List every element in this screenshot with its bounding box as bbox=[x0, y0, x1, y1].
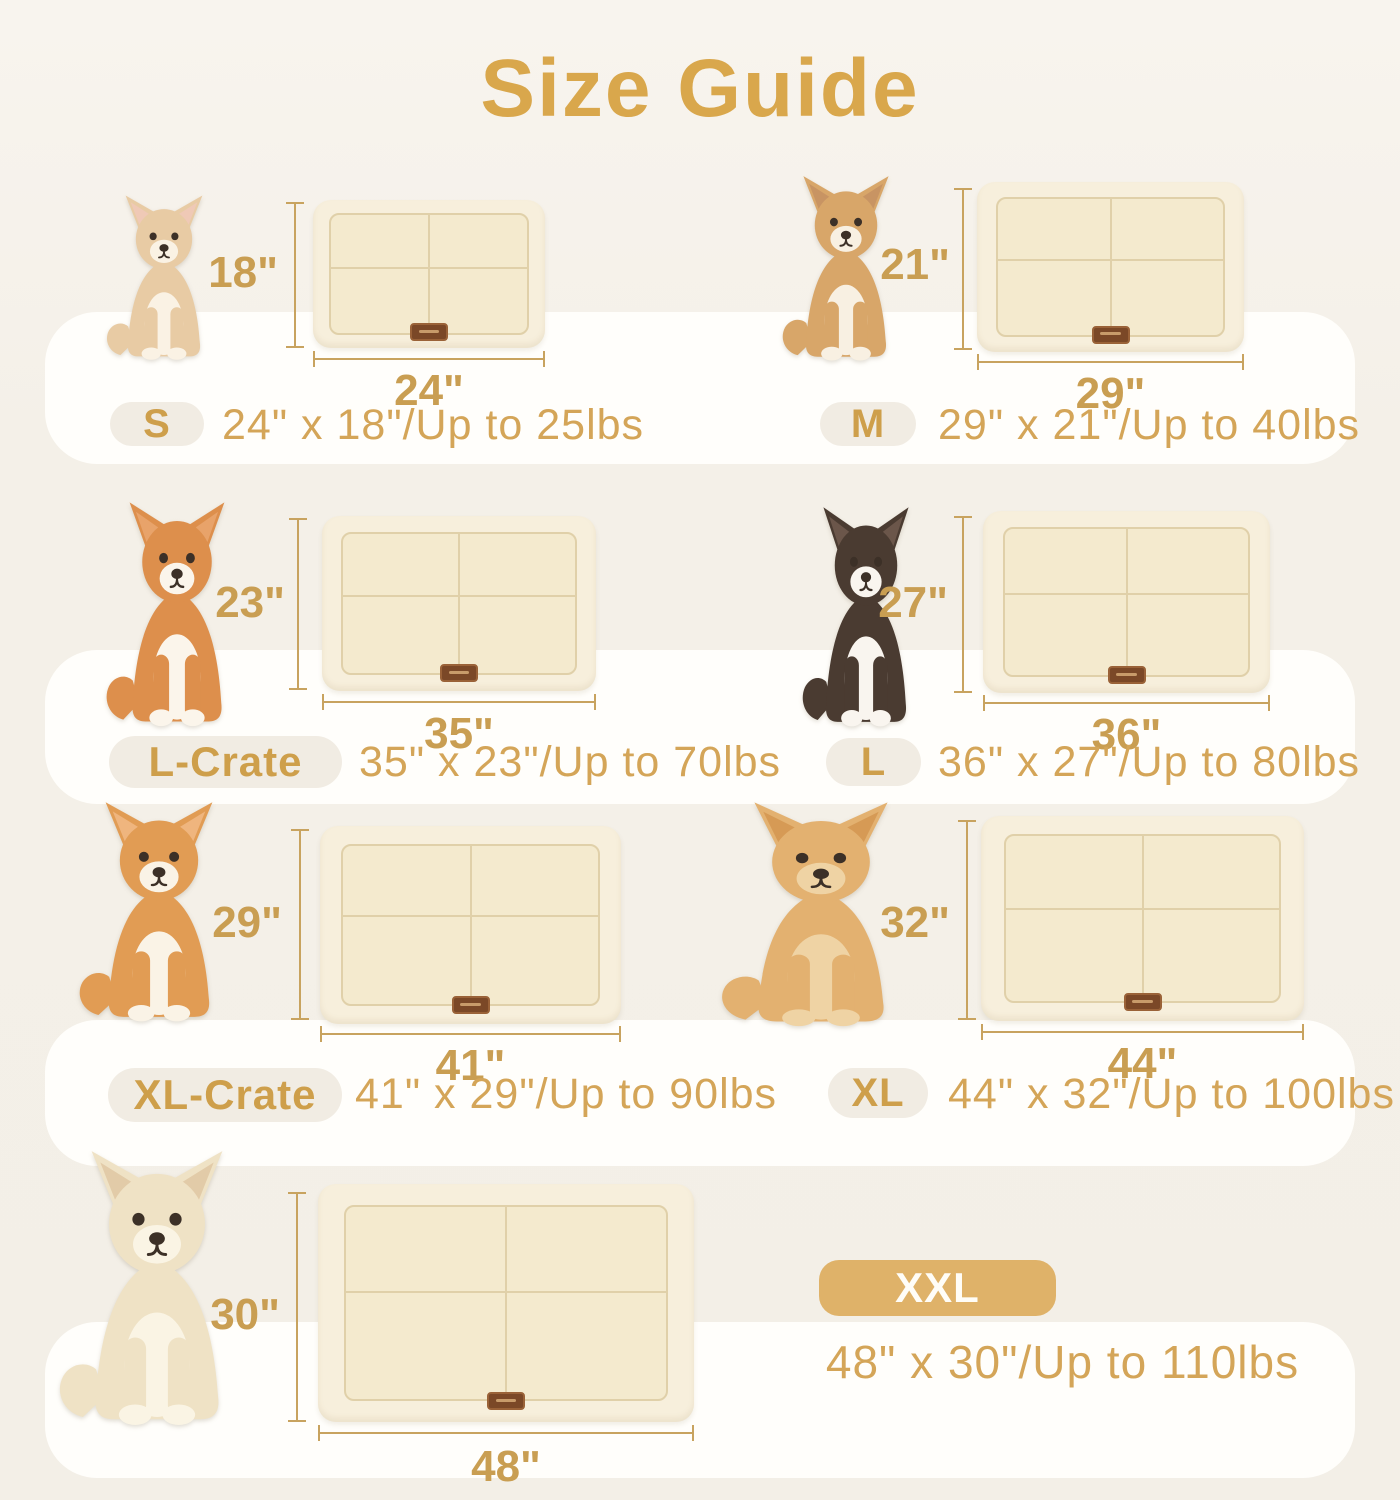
size-badge-l-crate: L-Crate bbox=[109, 736, 342, 788]
mat-seam bbox=[1003, 592, 1250, 595]
mat-height-label: 23" bbox=[215, 578, 285, 627]
width-dimension-line bbox=[981, 1024, 1304, 1040]
mat-width-label: 41" bbox=[435, 1041, 506, 1090]
height-dimension-line bbox=[286, 202, 304, 348]
mat-seam bbox=[458, 531, 460, 676]
width-dimension-line bbox=[313, 351, 545, 367]
width-dimension-line bbox=[983, 695, 1270, 711]
crate-mat-xl bbox=[981, 816, 1304, 1021]
mat-height-label: 21" bbox=[880, 240, 950, 289]
height-dimension-line bbox=[291, 829, 309, 1020]
brand-tag bbox=[487, 1392, 525, 1411]
crate-mat-xl-crate bbox=[320, 826, 621, 1024]
mat-width-label: 29" bbox=[1075, 369, 1146, 418]
height-dimension-line bbox=[954, 188, 972, 350]
size-badge-xl: XL bbox=[828, 1068, 928, 1118]
width-dimension-line bbox=[322, 694, 596, 710]
size-spec-xl: 44" x 32"/Up to 100lbs bbox=[948, 1070, 1395, 1118]
width-dimension-line bbox=[318, 1425, 694, 1441]
mat-height-label: 32" bbox=[880, 898, 950, 947]
crate-mat-l-crate bbox=[322, 516, 596, 691]
brand-tag bbox=[1123, 992, 1162, 1011]
mat-seam bbox=[1125, 527, 1128, 677]
mat-height-label: 18" bbox=[208, 248, 278, 297]
mat-seam bbox=[1141, 834, 1144, 1003]
brand-tag bbox=[440, 664, 478, 683]
mat-seam bbox=[1109, 197, 1112, 337]
mat-seam bbox=[428, 213, 430, 335]
size-spec-s: 24" x 18"/Up to 25lbs bbox=[222, 401, 645, 449]
crate-mat-m bbox=[977, 182, 1244, 352]
mat-seam bbox=[341, 594, 577, 597]
size-spec-l-crate: 35" x 23"/Up to 70lbs bbox=[359, 738, 782, 786]
mat-seam bbox=[469, 843, 472, 1007]
brand-tag bbox=[1107, 665, 1146, 684]
mat-width-label: 36" bbox=[1091, 710, 1162, 759]
size-spec-l: 36" x 27"/Up to 80lbs bbox=[938, 738, 1361, 786]
size-badge-m: M bbox=[820, 402, 916, 446]
mat-seam bbox=[341, 915, 600, 918]
height-dimension-line bbox=[958, 820, 976, 1020]
mat-width-label: 48" bbox=[471, 1442, 541, 1491]
mat-seam bbox=[505, 1205, 507, 1401]
mat-width-label: 35" bbox=[424, 709, 494, 758]
row-background-band bbox=[45, 1322, 1355, 1478]
mat-height-label: 29" bbox=[212, 898, 282, 947]
size-badge-xxl: XXL bbox=[819, 1260, 1056, 1316]
brand-tag bbox=[451, 996, 490, 1015]
size-badge-xl-crate: XL-Crate bbox=[108, 1068, 342, 1122]
height-dimension-line bbox=[954, 516, 972, 693]
crate-mat-xxl bbox=[318, 1184, 694, 1422]
mat-height-label: 27" bbox=[878, 578, 948, 627]
mat-width-label: 24" bbox=[394, 366, 464, 415]
mat-seam bbox=[329, 266, 529, 269]
crate-mat-l bbox=[983, 511, 1270, 693]
brand-tag bbox=[410, 322, 448, 341]
mat-seam bbox=[995, 258, 1226, 261]
size-badge-s: S bbox=[110, 402, 204, 446]
mat-width-label: 44" bbox=[1107, 1039, 1178, 1088]
brand-tag bbox=[1091, 325, 1130, 344]
size-badge-l: L bbox=[826, 738, 921, 786]
height-dimension-line bbox=[289, 518, 307, 690]
mat-seam bbox=[344, 1291, 668, 1294]
width-dimension-line bbox=[977, 354, 1244, 370]
size-spec-xxl: 48" x 30"/Up to 110lbs bbox=[825, 1336, 1300, 1388]
height-dimension-line bbox=[288, 1192, 306, 1422]
size-spec-m: 29" x 21"/Up to 40lbs bbox=[938, 401, 1361, 449]
crate-mat-s bbox=[313, 200, 545, 348]
size-spec-xl-crate: 41" x 29"/Up to 90lbs bbox=[355, 1070, 778, 1118]
width-dimension-line bbox=[320, 1026, 621, 1042]
page-title: Size Guide bbox=[480, 43, 920, 134]
mat-seam bbox=[1003, 908, 1282, 911]
mat-height-label: 30" bbox=[210, 1290, 280, 1339]
